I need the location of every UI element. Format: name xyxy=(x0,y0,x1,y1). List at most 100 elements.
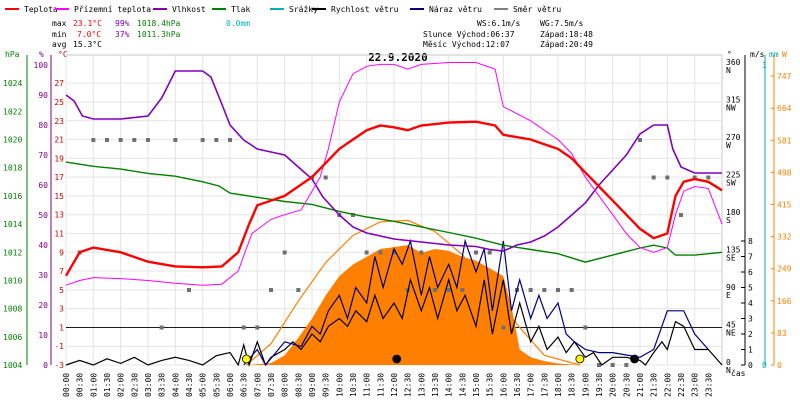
dir-tick-name: NE xyxy=(726,329,736,338)
pct-tick-label: 10 xyxy=(38,331,48,340)
x-tick-label: 12:30 xyxy=(404,373,413,397)
wind-direction-dot xyxy=(651,175,656,180)
sun-moon-marker xyxy=(392,354,402,364)
x-tick-label: 19:00 xyxy=(581,373,590,397)
x-tick-label: 21:00 xyxy=(636,373,645,397)
hpa-tick-label: 1018 xyxy=(3,164,22,173)
hpa-tick-label: 1022 xyxy=(3,107,22,116)
x-tick-label: 11:30 xyxy=(376,373,385,397)
x-tick-label: 18:30 xyxy=(568,373,577,397)
x-tick-label: 10:30 xyxy=(349,373,358,397)
wm2-tick-label: 0 xyxy=(777,361,782,370)
legend-label: Náraz větru xyxy=(429,5,482,14)
wind-direction-dot xyxy=(214,138,219,143)
x-tick-label: 09:30 xyxy=(322,373,331,397)
dir-tick-label: 315 xyxy=(726,96,741,105)
dir-tick-label: 225 xyxy=(726,171,741,180)
x-tick-label: 06:00 xyxy=(226,373,235,397)
dir-tick-name: SE xyxy=(726,254,736,263)
dir-tick-label: 45 xyxy=(726,321,736,330)
series-solar-theoretical xyxy=(246,219,581,366)
mm-tick-label: 0 xyxy=(762,361,767,370)
x-tick-label: 16:00 xyxy=(499,373,508,397)
x-tick-label: 11:00 xyxy=(363,373,372,397)
x-tick-label: 17:00 xyxy=(527,373,536,397)
temp-tick-label: 21 xyxy=(54,136,64,145)
wm2-tick-label: 166 xyxy=(777,297,792,306)
legend-label: Rychlost větru xyxy=(331,5,399,14)
x-tick-label: 01:00 xyxy=(89,373,98,397)
wind-direction-dot xyxy=(487,250,492,255)
sun-moon-marker xyxy=(241,354,251,364)
stat-max-hum: 99% xyxy=(115,19,130,28)
ms-tick-label: 0 xyxy=(748,361,753,370)
hpa-tick-label: 1016 xyxy=(3,192,22,201)
x-axis: 00:00 00:30 01:00 01:30 02:00 02:30 03:00 03:30… xyxy=(62,373,713,397)
x-tick-label: 04:00 xyxy=(171,373,180,397)
series-humidity xyxy=(65,70,722,252)
legend-label: Směr větru xyxy=(513,5,561,14)
x-tick-label: 08:30 xyxy=(294,373,303,397)
wind-direction-dot xyxy=(392,250,396,255)
dir-tick-name: S xyxy=(726,216,731,225)
temp-tick-label: 23 xyxy=(54,117,64,126)
x-tick-label: 04:30 xyxy=(185,373,194,397)
dir-tick-label: 90 xyxy=(726,283,736,292)
series-ground-temperature xyxy=(65,62,723,286)
x-tick-label: 05:30 xyxy=(212,373,221,397)
dir-tick-name: SW xyxy=(726,179,736,188)
pct-tick-label: 70 xyxy=(38,151,48,160)
x-tick-label: 03:30 xyxy=(158,373,167,397)
series-temperature xyxy=(64,120,723,277)
x-tick-label: 17:30 xyxy=(540,373,549,397)
wind-direction-dot xyxy=(269,288,273,293)
wm2-tick-label: 581 xyxy=(777,136,792,145)
pct-tick-label: 90 xyxy=(38,91,48,100)
legend-label: Srážky xyxy=(289,5,318,14)
wind-direction-dot xyxy=(597,363,601,367)
temp-tick-label: 7 xyxy=(59,267,64,276)
x-tick-label: 12:00 xyxy=(390,373,399,397)
chart-date: 22.9.2020 xyxy=(368,51,428,64)
ms-tick-label: 7 xyxy=(748,253,753,262)
dir-tick-label: 270 xyxy=(726,133,741,142)
ms-tick-label: 3 xyxy=(748,315,753,324)
pct-tick-label: 60 xyxy=(38,181,48,190)
temp-tick-label: 3 xyxy=(59,305,64,314)
pct-tick-label: 0 xyxy=(43,361,48,370)
wind-direction-dot xyxy=(296,288,301,293)
wm2-tick-label: 332 xyxy=(777,233,792,242)
wind-direction-dot xyxy=(556,288,560,293)
x-tick-label: 07:30 xyxy=(267,373,276,397)
wind-direction-dot xyxy=(501,325,506,330)
pct-tick-label: 100 xyxy=(34,61,49,70)
wm2-tick-label: 664 xyxy=(777,104,792,113)
wind-direction-dot xyxy=(282,250,287,255)
series-pressure xyxy=(65,161,723,263)
wind-direction-dot xyxy=(132,138,137,143)
pct-tick-label: 40 xyxy=(38,241,48,250)
wm2-tick-label: 249 xyxy=(777,265,792,274)
stat-max-press: 1018.4hPa xyxy=(137,19,181,28)
wind-direction-dot xyxy=(528,288,533,293)
x-tick-label: 06:30 xyxy=(240,373,249,397)
wind-direction-dot xyxy=(638,138,642,143)
ms-tick-label: 8 xyxy=(748,237,753,246)
legend-label: Přízemní teplota xyxy=(74,5,151,14)
hpa-tick-label: 1010 xyxy=(3,276,22,285)
axis-mm-unit: mm xyxy=(769,50,779,59)
wind-direction-dot xyxy=(706,175,711,180)
wind-direction-dot xyxy=(378,250,383,255)
wm2-tick-label: 415 xyxy=(777,201,792,210)
temp-tick-label: -1 xyxy=(54,342,64,351)
stat-avg-temp: 15.3°C xyxy=(73,40,102,49)
ms-tick-label: 5 xyxy=(748,284,753,293)
wind-direction-dot xyxy=(200,138,205,143)
wind-direction-dot xyxy=(624,363,629,367)
legend-label: Teplota xyxy=(24,5,58,14)
axis-temp-unit: °C xyxy=(58,50,68,59)
x-tick-label: 23:00 xyxy=(691,373,700,397)
wind-direction-dot xyxy=(118,138,123,143)
pct-tick-label: 50 xyxy=(38,211,48,220)
dir-tick-label: 360 xyxy=(726,58,741,67)
